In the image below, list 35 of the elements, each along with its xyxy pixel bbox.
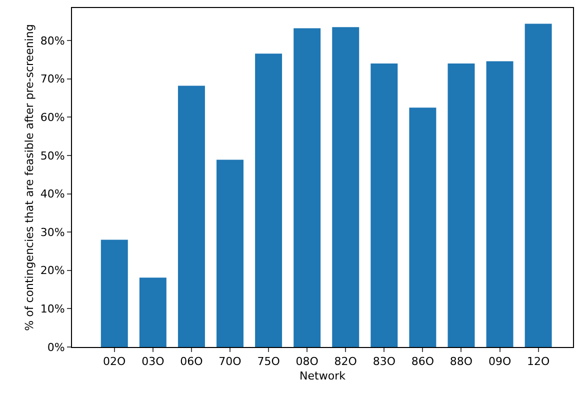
bar [524,24,552,347]
bar [216,160,244,347]
y-tick-label: 40% [40,188,65,201]
x-tick-label: 09O [488,355,512,368]
bar [370,64,398,347]
x-tick-label: 82O [334,355,358,368]
bar [332,27,360,347]
x-tick-label: 83O [372,355,396,368]
y-tick-label: 50% [40,149,65,162]
bar [294,28,321,347]
bar [178,86,205,347]
x-tick-label: 03O [142,355,165,368]
x-tick-label: 12O [526,355,550,368]
bar [139,278,166,347]
y-axis-title: % of contingencies that are feasible after pre-screening [22,24,36,331]
y-tick-label: 30% [40,226,65,239]
bar [409,108,436,347]
x-axis-title: Network [300,369,346,382]
y-tick-label: 70% [40,72,65,86]
x-tick-label: 02O [103,355,126,368]
x-tick-label: 86O [411,355,434,368]
x-tick-label: 70O [218,355,242,368]
x-tick-label: 88O [450,355,473,368]
bar [448,64,475,347]
bar [100,240,128,347]
x-tick-label: 06O [180,355,204,368]
x-tick-label: 08O [296,355,319,368]
x-tick-label: 75O [257,355,280,368]
bar [486,61,514,347]
y-tick-label: 20% [40,264,65,278]
y-tick-label: 0% [47,340,65,354]
y-tick-label: 80% [40,34,65,48]
bar [255,54,282,347]
y-tick-label: 60% [40,111,65,124]
y-tick-label: 10% [40,302,65,316]
